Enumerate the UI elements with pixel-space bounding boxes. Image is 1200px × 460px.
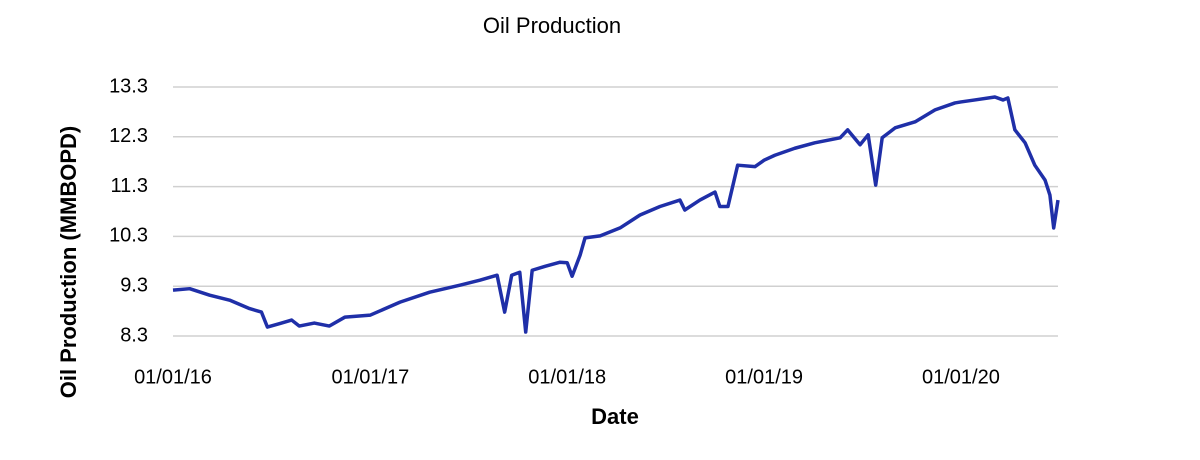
y-tick-label: 9.3 [120,274,148,296]
data-line [172,95,1060,334]
x-tick-label: 01/01/18 [528,366,606,388]
chart-title: Oil Production [483,13,621,38]
y-tick-label: 8.3 [120,324,148,346]
x-axis-label: Date [591,404,639,429]
y-tick-label: 11.3 [111,175,148,197]
y-tick-label: 13.3 [109,75,148,97]
x-tick-label: 01/01/19 [725,366,803,388]
y-tick-label: 12.3 [109,125,148,147]
x-tick-label: 01/01/16 [134,366,212,388]
y-tick-label: 10.3 [109,225,148,247]
y-axis-label: Oil Production (MMBOPD) [56,126,81,399]
x-tick-label: 01/01/20 [922,366,1000,388]
x-tick-label: 01/01/17 [331,366,409,388]
